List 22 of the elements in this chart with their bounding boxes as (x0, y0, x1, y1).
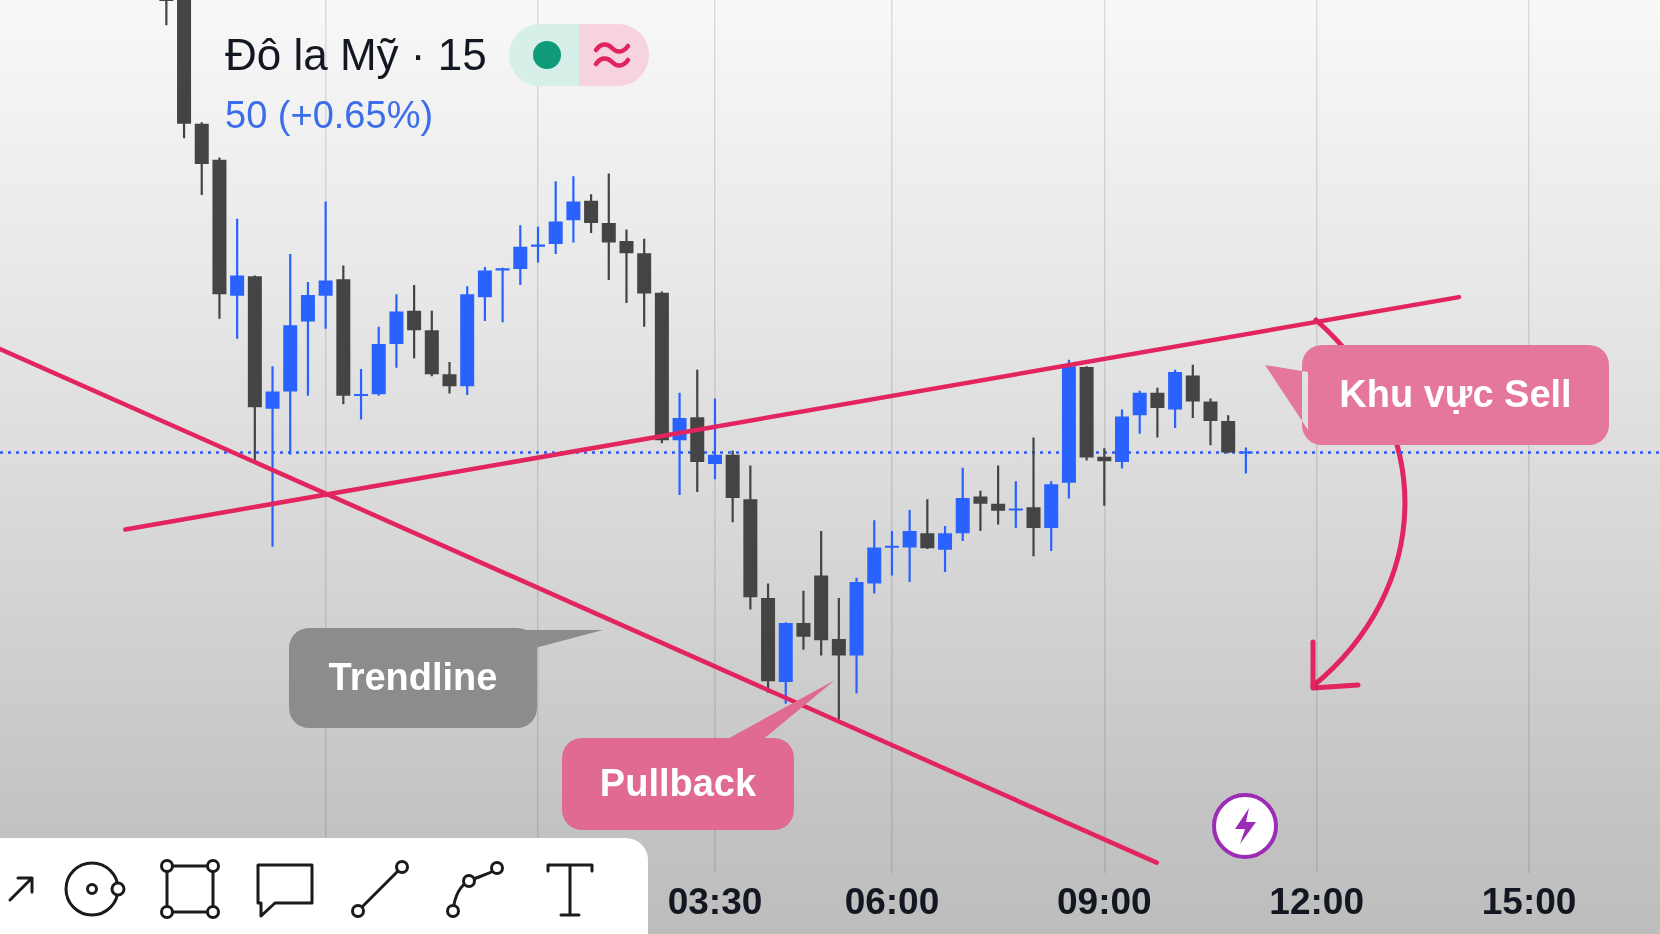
candlestick (884, 530, 899, 576)
x-tick-label: 15:00 (1481, 880, 1577, 922)
candlestick (849, 577, 864, 694)
x-tick-label: 03:30 (667, 880, 763, 922)
candlestick (442, 361, 457, 394)
candlestick (495, 267, 510, 323)
candlestick (619, 229, 634, 303)
candlestick (265, 366, 280, 547)
candlestick (973, 490, 988, 531)
text: 50 (+0.65%) (225, 94, 434, 138)
x-tick-label: 12:00 (1269, 880, 1364, 922)
annotation: Trendline (328, 656, 498, 699)
candlestick (1008, 481, 1023, 529)
text: Pullback (599, 762, 757, 805)
x-tick-label: 06:00 (844, 880, 940, 922)
candlestick (1203, 398, 1218, 446)
annotation: Khu vực Sell (1339, 373, 1572, 416)
candlestick (796, 590, 811, 650)
candlestick (1026, 437, 1041, 557)
x-tick-label: 09:00 (1056, 880, 1152, 922)
text: Đô la Mỹ · 15 (225, 29, 487, 81)
candlestick (389, 294, 404, 368)
